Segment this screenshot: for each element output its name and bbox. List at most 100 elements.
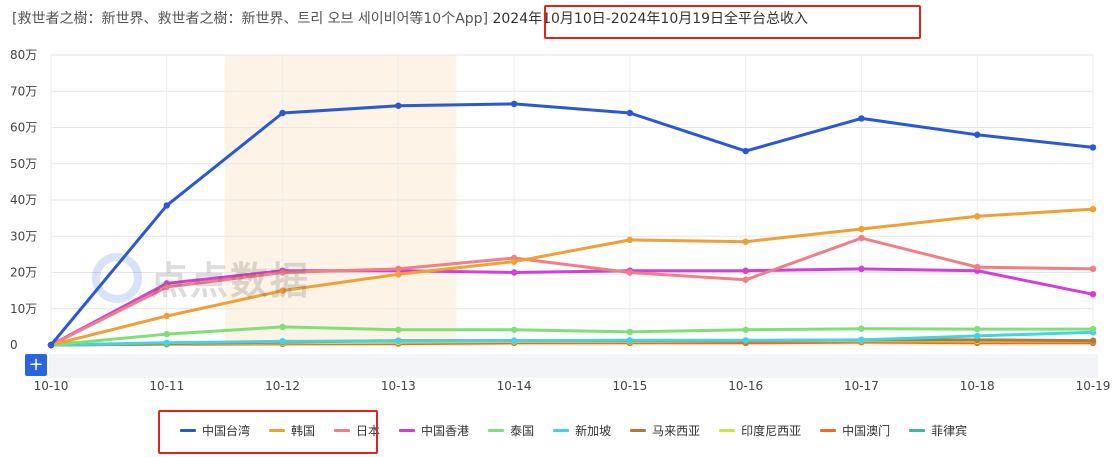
data-point[interactable]: [858, 235, 864, 241]
data-point[interactable]: [627, 110, 633, 116]
x-tick-label: 10-11: [149, 379, 184, 393]
data-point[interactable]: [858, 226, 864, 232]
data-point[interactable]: [511, 327, 517, 333]
legend-swatch-icon: [719, 429, 735, 432]
legend-label: 菲律宾: [931, 422, 967, 439]
data-point[interactable]: [627, 269, 633, 275]
data-point[interactable]: [395, 338, 401, 344]
data-point[interactable]: [858, 115, 864, 121]
data-point[interactable]: [279, 338, 285, 344]
x-tick-label: 10-19: [1076, 379, 1111, 393]
chart-legend: 中国台湾 韩国 日本 中国香港 泰国 新加坡 马来西亚 印度尼西亚 中国澳门 菲律宾: [180, 422, 986, 439]
data-point[interactable]: [1090, 206, 1096, 212]
x-tick-label: 10-17: [844, 379, 879, 393]
data-point[interactable]: [742, 238, 748, 244]
data-point[interactable]: [395, 327, 401, 333]
data-point[interactable]: [48, 342, 54, 348]
y-tick-label: 0: [10, 338, 18, 352]
legend-item[interactable]: 菲律宾: [909, 422, 967, 439]
y-tick-label: 30万: [10, 229, 37, 243]
x-tick-label: 10-10: [34, 379, 69, 393]
legend-item[interactable]: 中国澳门: [820, 422, 890, 439]
legend-item[interactable]: 韩国: [269, 422, 315, 439]
y-tick-label: 80万: [10, 48, 37, 62]
data-point[interactable]: [395, 271, 401, 277]
data-point[interactable]: [742, 327, 748, 333]
data-point[interactable]: [627, 237, 633, 243]
data-point[interactable]: [395, 103, 401, 109]
data-point[interactable]: [742, 148, 748, 154]
watermark-logo-icon: [92, 253, 142, 303]
data-point[interactable]: [164, 313, 170, 319]
data-point[interactable]: [742, 337, 748, 343]
legend-item[interactable]: 日本: [334, 422, 380, 439]
data-point[interactable]: [511, 258, 517, 264]
legend-swatch-icon: [909, 429, 925, 432]
x-tick-label: 10-14: [497, 379, 532, 393]
y-tick-label: 10万: [10, 302, 37, 316]
data-point[interactable]: [1090, 144, 1096, 150]
legend-label: 中国台湾: [202, 422, 250, 439]
data-point[interactable]: [858, 266, 864, 272]
watermark-text: 点点数据: [150, 250, 310, 305]
data-point[interactable]: [974, 132, 980, 138]
data-point[interactable]: [974, 326, 980, 332]
data-point[interactable]: [974, 333, 980, 339]
legend-label: 韩国: [291, 422, 315, 439]
legend-swatch-icon: [820, 429, 836, 432]
data-point[interactable]: [742, 277, 748, 283]
legend-swatch-icon: [269, 429, 285, 432]
legend-swatch-icon: [334, 429, 350, 432]
data-point[interactable]: [858, 325, 864, 331]
x-tick-label: 10-15: [612, 379, 647, 393]
legend-label: 中国澳门: [842, 422, 890, 439]
data-point[interactable]: [279, 324, 285, 330]
data-point[interactable]: [511, 269, 517, 275]
x-tick-label: 10-12: [265, 379, 300, 393]
x-tick-label: 10-13: [381, 379, 416, 393]
data-point[interactable]: [1090, 266, 1096, 272]
legend-swatch-icon: [553, 429, 569, 432]
y-tick-label: 40万: [10, 193, 37, 207]
data-point[interactable]: [858, 337, 864, 343]
legend-item[interactable]: 马来西亚: [630, 422, 700, 439]
y-tick-label: 50万: [10, 157, 37, 171]
data-point[interactable]: [1090, 326, 1096, 332]
data-point[interactable]: [164, 331, 170, 337]
data-point[interactable]: [627, 329, 633, 335]
legend-swatch-icon: [399, 429, 415, 432]
legend-item[interactable]: 中国香港: [399, 422, 469, 439]
data-point[interactable]: [164, 340, 170, 346]
x-tick-label: 10-18: [960, 379, 995, 393]
zoom-slider-track[interactable]: [49, 354, 1098, 378]
legend-swatch-icon: [630, 429, 646, 432]
legend-item[interactable]: 新加坡: [553, 422, 611, 439]
data-point[interactable]: [742, 267, 748, 273]
legend-label: 中国香港: [421, 422, 469, 439]
legend-item[interactable]: 印度尼西亚: [719, 422, 801, 439]
data-point[interactable]: [164, 202, 170, 208]
y-tick-label: 70万: [10, 84, 37, 98]
data-point[interactable]: [1090, 291, 1096, 297]
legend-swatch-icon: [180, 429, 196, 432]
data-point[interactable]: [974, 264, 980, 270]
y-tick-label: 20万: [10, 266, 37, 280]
data-point[interactable]: [1090, 337, 1096, 343]
data-point[interactable]: [511, 101, 517, 107]
y-tick-label: 60万: [10, 121, 37, 135]
data-point[interactable]: [511, 337, 517, 343]
legend-swatch-icon: [488, 429, 504, 432]
data-point[interactable]: [627, 337, 633, 343]
legend-label: 泰国: [510, 422, 534, 439]
legend-item[interactable]: 中国台湾: [180, 422, 250, 439]
watermark: 点点数据: [92, 250, 310, 305]
legend-label: 新加坡: [575, 422, 611, 439]
legend-item[interactable]: 泰国: [488, 422, 534, 439]
zoom-plus-button[interactable]: +: [25, 354, 47, 376]
data-point[interactable]: [974, 213, 980, 219]
data-point[interactable]: [279, 110, 285, 116]
x-tick-label: 10-16: [728, 379, 763, 393]
legend-label: 印度尼西亚: [741, 422, 801, 439]
legend-label: 日本: [356, 422, 380, 439]
